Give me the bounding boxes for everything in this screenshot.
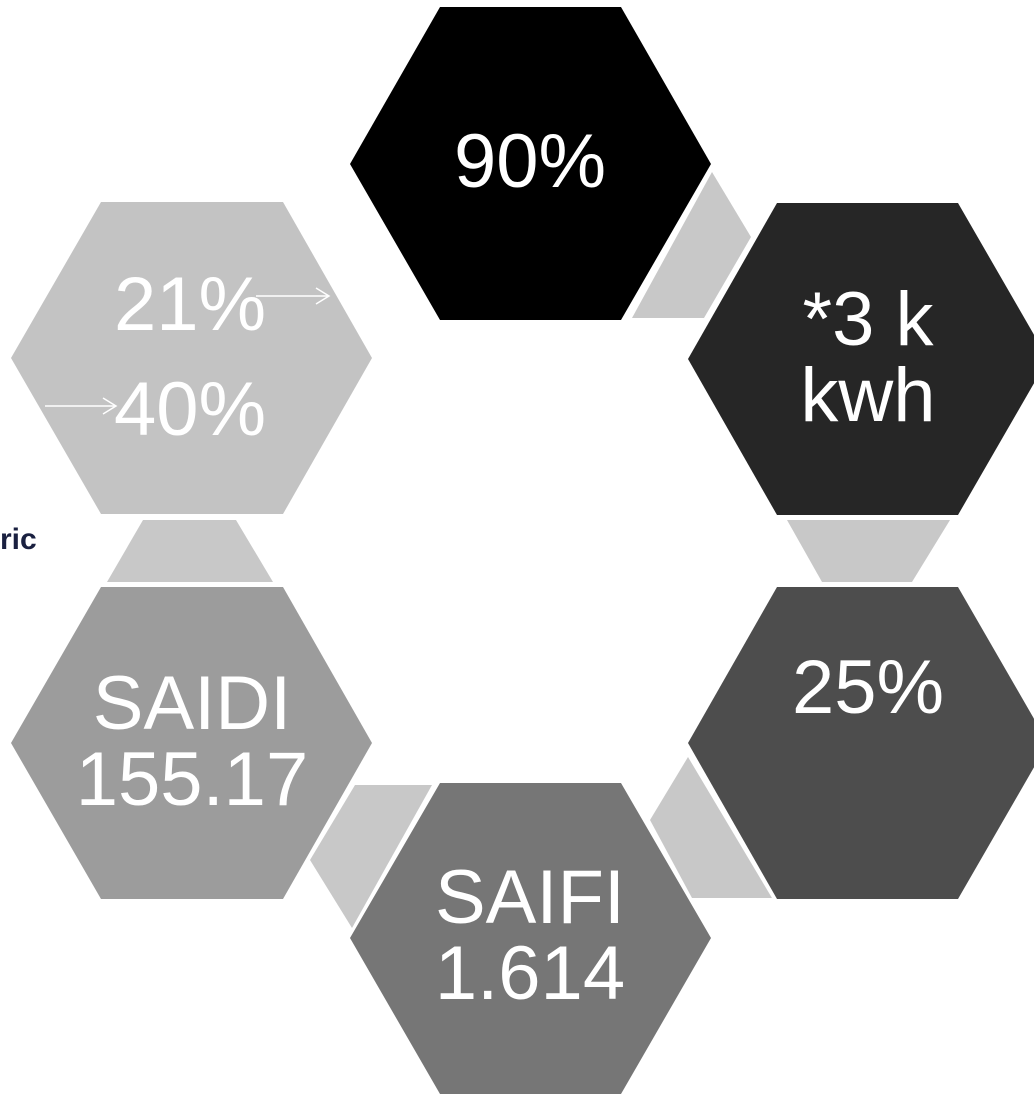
- hexagon-lower-right-label: 25%: [792, 645, 944, 730]
- hexagon-upper-right-label: *3 k kwh: [800, 277, 935, 438]
- connector-lower-right-to-bottom: [650, 757, 772, 898]
- hexagon-lower-left-label: SAIDI 155.17: [76, 661, 308, 822]
- hexagon-lower-right: [688, 587, 1034, 899]
- hexagon-bottom-label: SAIFI 1.614: [435, 855, 625, 1016]
- hexagon-upper-left-label-line1: 21%: [114, 262, 266, 347]
- connector-bottom-to-lower-left: [310, 785, 432, 928]
- hexagon-upper-left: [11, 202, 372, 514]
- hexagon-bottom: [350, 783, 711, 1094]
- arrow-right-icon: [45, 397, 118, 415]
- hexagon-upper-left-label-line2: 40%: [114, 367, 266, 452]
- hexagon-lower-left: [11, 587, 372, 899]
- hexagon-top-label: 90%: [454, 119, 606, 204]
- hexagon-top: [350, 7, 711, 320]
- connector-lower-left-to-upper-left: [107, 520, 273, 582]
- connector-top-to-upper-right: [632, 172, 751, 318]
- background-partial-text: ric: [0, 523, 37, 556]
- hexagon-upper-right: [688, 203, 1034, 515]
- arrow-right-icon: [256, 287, 331, 305]
- connector-upper-right-to-lower-right: [787, 520, 950, 582]
